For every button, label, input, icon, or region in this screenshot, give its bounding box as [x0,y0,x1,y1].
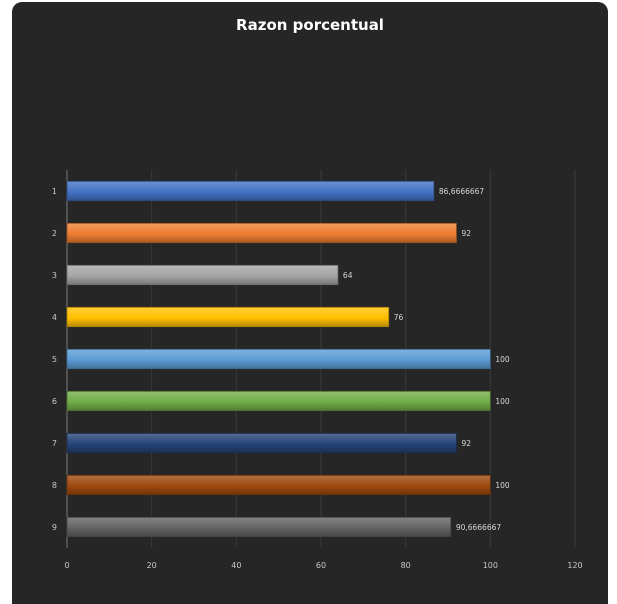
data-label: 86,6666667 [439,187,485,196]
y-tick-label: 9 [52,523,57,532]
bar-1 [66,180,435,202]
y-tick-label: 1 [52,187,57,196]
bar-9 [66,516,452,538]
x-tick-label: 120 [567,561,582,570]
bar-2 [66,222,457,244]
data-label: 92 [461,439,471,448]
bar-8 [66,474,491,496]
y-tick-label: 7 [52,439,57,448]
x-tick-label: 80 [401,561,411,570]
data-label: 90,6666667 [456,523,502,532]
data-label: 100 [495,397,510,406]
data-label: 64 [343,271,353,280]
x-tick-label: 100 [483,561,498,570]
bar-chart-plot: 0 20 40 60 80 100 120 1 86,6666667 2 92 3 64 4 76 5 100 6… [52,170,583,570]
y-tick-label: 3 [52,271,57,280]
data-label: 76 [394,313,404,322]
bar-7 [66,432,457,454]
x-tick-label: 0 [64,561,69,570]
labels: 0 20 40 60 80 100 120 1 86,6666667 2 92 3 64 4 76 5 100 6… [52,187,583,570]
data-label: 100 [495,355,510,364]
bar-5 [66,348,491,370]
y-tick-label: 2 [52,229,57,238]
y-tick-label: 4 [52,313,57,322]
data-label: 100 [495,481,510,490]
y-tick-label: 5 [52,355,57,364]
y-tick-label: 6 [52,397,57,406]
bar-3 [66,264,339,286]
bar-6 [66,390,491,412]
chart-title: Razon porcentual [236,16,384,34]
x-tick-label: 60 [316,561,326,570]
chart-panel: Razon porcentual 0 20 40 60 80 100 120 1 86,6666… [12,2,608,604]
x-tick-label: 40 [231,561,241,570]
y-tick-label: 8 [52,481,57,490]
bars [66,180,491,538]
bar-4 [66,306,390,328]
data-label: 92 [461,229,471,238]
x-tick-label: 20 [147,561,157,570]
